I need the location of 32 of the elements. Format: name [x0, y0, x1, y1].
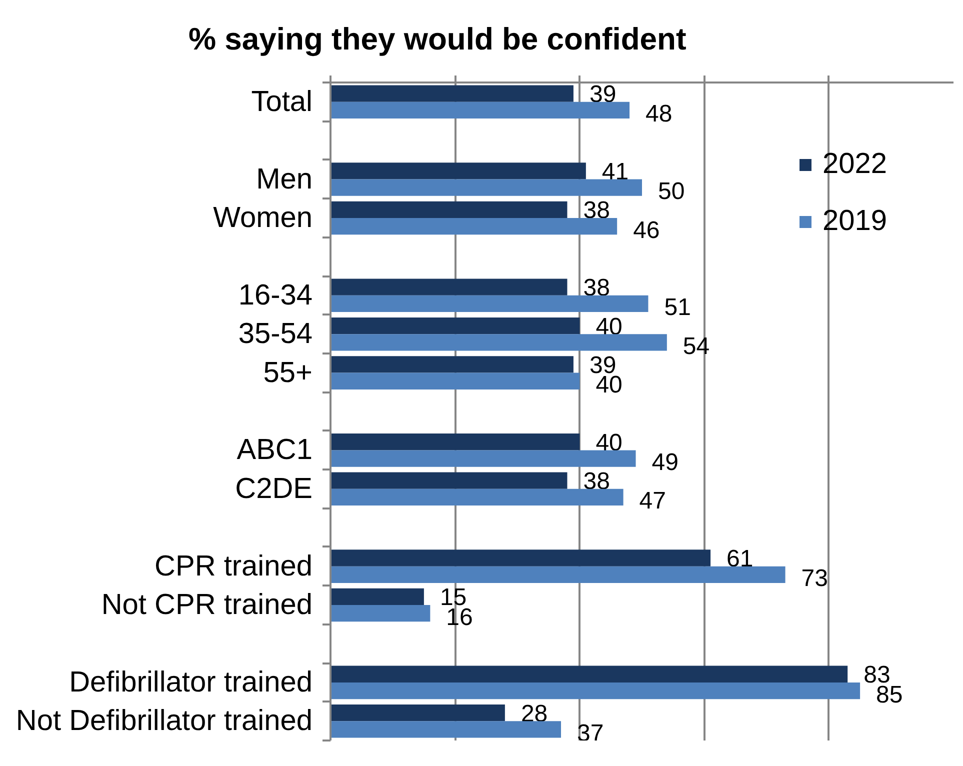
data-label: 39 — [589, 81, 616, 108]
y-tick-label: Not Defibrillator trained — [16, 705, 313, 738]
data-label: 54 — [682, 332, 710, 360]
legend-label: 2022 — [822, 148, 887, 181]
data-label: 49 — [652, 449, 678, 476]
legend-label: 2019 — [822, 205, 887, 238]
data-label: 38 — [583, 468, 610, 496]
y-tick-label: 35-54 — [238, 318, 312, 350]
data-label: 47 — [639, 488, 666, 515]
y-tick-label: Not CPR trained — [101, 589, 313, 622]
chart-title: % saying they would be confident — [188, 22, 686, 56]
y-tick-label: 16-34 — [238, 279, 312, 312]
y-tick-label: Total — [251, 86, 313, 118]
y-tick-label: CPR trained — [154, 550, 313, 582]
data-label: 73 — [801, 565, 828, 592]
data-label: 38 — [583, 197, 610, 224]
y-tick-label: C2DE — [235, 472, 312, 505]
data-label: 40 — [596, 313, 622, 340]
data-label: 51 — [664, 294, 691, 322]
data-label: 38 — [583, 274, 610, 302]
data-label: 41 — [602, 158, 629, 186]
data-label: 48 — [646, 100, 672, 128]
data-label: 46 — [633, 216, 660, 244]
data-label: 28 — [520, 700, 548, 728]
data-label: 50 — [658, 178, 685, 206]
y-tick-label: Women — [213, 202, 312, 234]
y-tick-label: Men — [256, 163, 313, 196]
y-tick-label: Defibrillator trained — [69, 666, 313, 698]
y-tick-label: 55+ — [263, 356, 313, 389]
y-tick-label: ABC1 — [236, 434, 313, 466]
data-label: 40 — [596, 429, 622, 456]
data-label: 61 — [726, 546, 754, 572]
